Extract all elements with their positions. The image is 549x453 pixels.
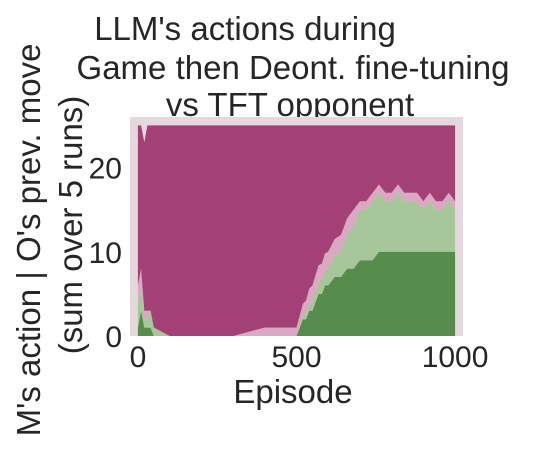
y-axis-label: M's action | O's prev. move (sum over 5 … xyxy=(10,44,89,437)
title-line-3: vs TFT opponent xyxy=(166,86,414,123)
plot-area xyxy=(137,125,456,337)
x-axis-label: Episode xyxy=(233,373,352,410)
x-axis-ticks: 0 500 1000 xyxy=(130,341,489,374)
y-tick-label: 10 xyxy=(89,237,122,270)
chart-title: LLM's actions during Game then Deont. fi… xyxy=(77,10,510,123)
x-tick-label: 1000 xyxy=(422,341,489,374)
y-axis-ticks: 0 10 20 xyxy=(89,153,122,354)
title-line-1: LLM's actions during xyxy=(94,10,396,47)
y-tick-label: 20 xyxy=(89,153,122,186)
y-axis-label-line-2: (sum over 5 runs) xyxy=(52,96,89,355)
y-axis-label-line-1: M's action | O's prev. move xyxy=(10,44,47,437)
series-3-area xyxy=(137,125,456,337)
y-tick-label: 0 xyxy=(105,321,122,354)
x-tick-label: 500 xyxy=(271,341,321,374)
x-tick-label: 0 xyxy=(130,341,147,374)
series-0-area xyxy=(137,251,456,336)
title-line-2: Game then Deont. fine-tuning xyxy=(77,49,510,86)
series-1-area xyxy=(137,192,456,336)
